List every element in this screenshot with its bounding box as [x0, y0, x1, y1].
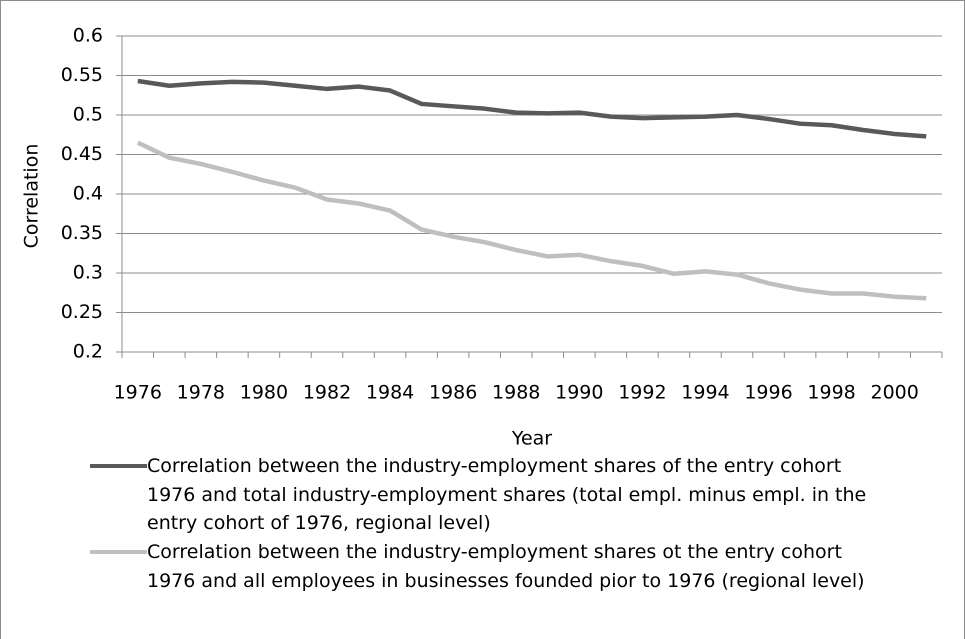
x-tick-label: 1994: [681, 382, 729, 404]
x-tick-label: 1990: [555, 382, 603, 404]
legend-swatch: [90, 464, 147, 468]
x-tick-label: 1984: [366, 382, 414, 404]
y-tick-label: 0.2: [73, 341, 103, 363]
x-axis-label: Year: [511, 428, 552, 450]
y-tick-label: 0.6: [73, 25, 103, 47]
x-tick-label: 1980: [240, 382, 288, 404]
x-tick-label: 1996: [744, 382, 792, 404]
x-tick-label: 1986: [429, 382, 477, 404]
legend-entry: Correlation between the industry-employm…: [90, 452, 890, 538]
x-tick-label: 1992: [618, 382, 666, 404]
y-tick-label: 0.3: [73, 262, 103, 284]
series-line: [136, 140, 927, 301]
x-tick-label: 2000: [871, 382, 919, 404]
x-tick-label: 1982: [303, 382, 351, 404]
y-tick-label: 0.45: [61, 143, 103, 165]
y-tick-label: 0.35: [61, 222, 103, 244]
x-tick-label: 1988: [492, 382, 540, 404]
series-line: [137, 78, 927, 139]
legend-swatch: [90, 550, 147, 554]
legend-label: Correlation between the industry-employm…: [147, 541, 865, 592]
y-tick-label: 0.25: [61, 301, 103, 323]
legend-label: Correlation between the industry-employm…: [147, 455, 867, 534]
y-tick-label: 0.55: [61, 64, 103, 86]
legend-entry: Correlation between the industry-employm…: [90, 538, 890, 595]
y-axis-label: Correlation: [21, 144, 43, 249]
y-tick-label: 0.4: [73, 183, 103, 205]
x-tick-label: 1978: [177, 382, 225, 404]
x-tick-label: 1998: [807, 382, 855, 404]
y-tick-label: 0.5: [73, 104, 103, 126]
x-tick-label: 1976: [114, 382, 162, 404]
